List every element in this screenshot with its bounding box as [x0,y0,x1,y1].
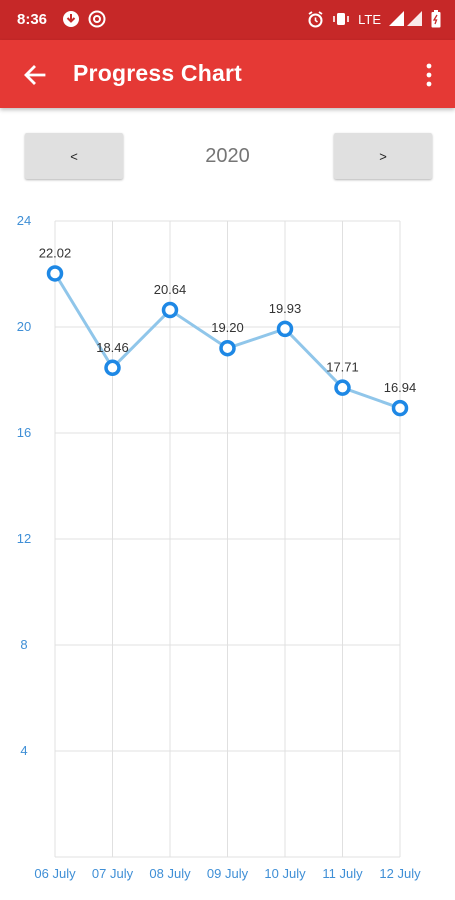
x-tick-label: 09 July [207,866,249,881]
data-point [219,339,236,357]
progress-line-chart: 4 8 12 16 20 24 06 July 07 July 08 July 09 July 10… [17,213,421,881]
x-tick-label: 06 July [34,866,76,881]
download-icon [63,11,79,27]
y-tick-label: 16 [17,425,31,440]
data-point [391,399,409,417]
data-point [161,301,179,319]
y-tick-label: 8 [20,637,27,652]
data-label: 17.71 [326,360,359,375]
x-tick-label: 11 July [322,866,363,881]
data-point [334,379,351,396]
data-label: 18.46 [96,340,129,355]
y-tick-label: 20 [17,319,31,334]
alarm-icon [308,10,323,27]
more-vert-icon[interactable] [417,62,441,88]
data-label: 19.93 [269,301,302,316]
data-label: 19.20 [211,320,244,335]
data-label: 22.02 [39,245,72,260]
next-year-button[interactable]: > [334,133,432,179]
vibrate-icon [333,13,349,25]
y-tick-label: 4 [20,743,27,758]
arrow-back-icon[interactable] [20,60,50,90]
data-label: 20.64 [154,282,187,297]
data-point [104,359,121,377]
previous-year-button[interactable]: < [25,133,123,179]
y-tick-label: 12 [17,531,31,546]
data-label: 16.94 [384,380,417,395]
x-tick-label: 12 July [379,866,421,881]
page-title: Progress Chart [73,60,242,86]
year-label: 2020 [205,145,250,167]
x-tick-label: 08 July [149,866,191,881]
data-point [46,265,64,282]
year-navigation: < 2020 > [0,133,455,181]
network-type: LTE [358,11,381,27]
data-point [276,320,294,338]
status-bar: 8:36 LTE [0,0,455,40]
y-tick-label: 24 [17,213,31,228]
sync-icon [88,10,106,28]
x-tick-label: 07 July [92,866,134,881]
app-bar: Progress Chart [0,40,455,108]
signal-icon [389,11,422,26]
battery-icon [431,10,441,28]
x-tick-label: 10 July [264,866,306,881]
status-time: 8:36 [17,11,48,28]
